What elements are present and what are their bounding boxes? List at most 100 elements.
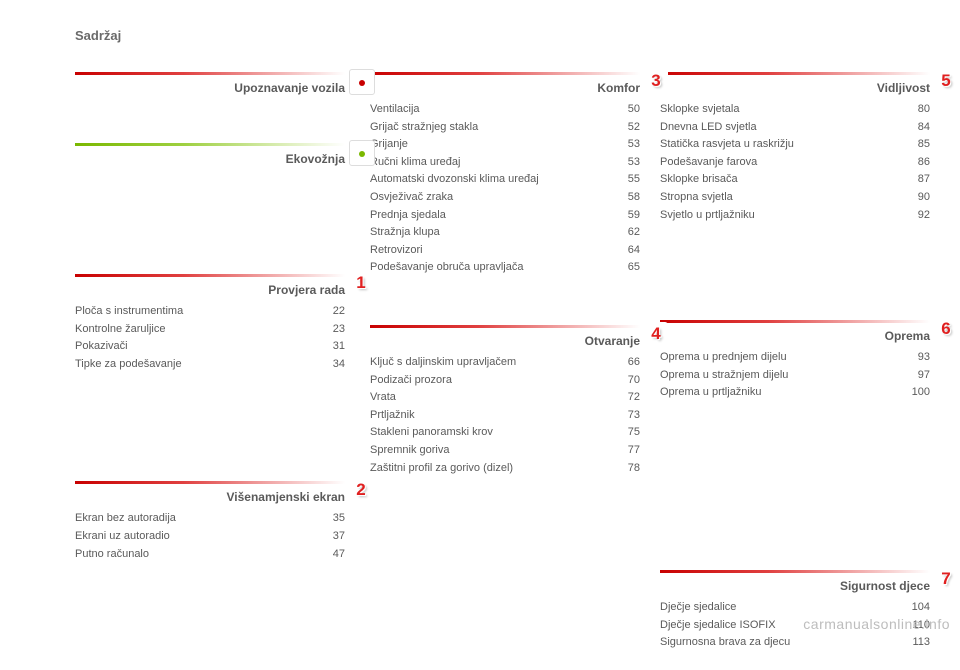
column: Vidljivost Sklopke svjetala80Dnevna LED s… xyxy=(660,72,930,670)
entry-page: 50 xyxy=(604,101,640,119)
entry-label: Ploča s instrumentima xyxy=(75,303,309,321)
toc-entry: Ploča s instrumentima22 xyxy=(75,303,345,321)
entry-page: 113 xyxy=(894,634,930,652)
toc-entry: Putno računalo47 xyxy=(75,546,345,564)
section: Upoznavanje vozila xyxy=(75,72,345,95)
entry-label: Spremnik goriva xyxy=(370,442,604,460)
toc-entry: Prtljažnik73 xyxy=(370,407,640,425)
toc-entry: Podešavanje obruča upravljača65 xyxy=(370,259,640,277)
entry-page: 64 xyxy=(604,242,640,260)
entry-list: Sklopke svjetala80Dnevna LED svjetla84St… xyxy=(660,101,930,224)
toc-entry: Ventilacija50 xyxy=(370,101,640,119)
section-title: Otvaranje xyxy=(370,334,640,348)
entry-page: 77 xyxy=(604,442,640,460)
entry-page: 62 xyxy=(604,224,640,242)
entry-list: Ploča s instrumentima22Kontrolne žarulji… xyxy=(75,303,345,373)
section-title: Vidljivost xyxy=(660,81,930,95)
toc-entry: Sigurnosna brava za djecu113 xyxy=(660,634,930,652)
entry-page: 23 xyxy=(309,321,345,339)
toc-entry: Sklopke brisača87 xyxy=(660,171,930,189)
entry-page: 75 xyxy=(604,424,640,442)
toc-entry: Ključ s daljinskim upravljačem66 xyxy=(370,354,640,372)
entry-label: Putno računalo xyxy=(75,546,309,564)
section: Sigurnost djeceDječje sjedalice104Dječje… xyxy=(660,570,930,652)
toc-entry: Dnevna LED svjetla84 xyxy=(660,119,930,137)
toc-entry: Grijanje53 xyxy=(370,136,640,154)
toc-entry: Ekran bez autoradija35 xyxy=(75,510,345,528)
toc-entry: Spremnik goriva77 xyxy=(370,442,640,460)
entry-label: Podešavanje farova xyxy=(660,154,894,172)
entry-page: 86 xyxy=(894,154,930,172)
entry-page: 37 xyxy=(309,528,345,546)
entry-page: 66 xyxy=(604,354,640,372)
entry-page: 59 xyxy=(604,207,640,225)
toc-entry: Zaštitni profil za gorivo (dizel)78 xyxy=(370,460,640,478)
section: Otvaranje Ključ s daljinskim upravljačem6… xyxy=(370,325,640,477)
entry-label: Ekrani uz autoradio xyxy=(75,528,309,546)
entry-label: Sklopke svjetala xyxy=(660,101,894,119)
entry-page: 70 xyxy=(604,372,640,390)
entry-list: Ventilacija50Grijač stražnjeg stakla52Gr… xyxy=(370,101,640,277)
toc-entry: Ekrani uz autoradio37 xyxy=(75,528,345,546)
toc-entry: Grijač stražnjeg stakla52 xyxy=(370,119,640,137)
entry-label: Ventilacija xyxy=(370,101,604,119)
toc-entry: Statička rasvjeta u raskrižju85 xyxy=(660,136,930,154)
section-rule xyxy=(370,72,640,75)
section-rule xyxy=(75,143,345,146)
toc-entry: Tipke za podešavanje34 xyxy=(75,356,345,374)
entry-page: 47 xyxy=(309,546,345,564)
toc-entry: Vrata72 xyxy=(370,389,640,407)
entry-page: 72 xyxy=(604,389,640,407)
entry-page: 22 xyxy=(309,303,345,321)
section-title: Provjera rada xyxy=(75,283,345,297)
toc-entry: Podešavanje farova86 xyxy=(660,154,930,172)
entry-page: 78 xyxy=(604,460,640,478)
section-title: Višenamjenski ekran xyxy=(75,490,345,504)
entry-label: Automatski dvozonski klima uređaj xyxy=(370,171,604,189)
entry-label: Ručni klima uređaj xyxy=(370,154,604,172)
entry-label: Stražnja klupa xyxy=(370,224,604,242)
entry-label: Podešavanje obruča upravljača xyxy=(370,259,604,277)
entry-page: 100 xyxy=(894,384,930,402)
entry-page: 87 xyxy=(894,171,930,189)
entry-label: Stropna svjetla xyxy=(660,189,894,207)
toc-entry: Oprema u prtljažniku100 xyxy=(660,384,930,402)
section: Višenamjenski ekran Ekran bez autoradija3… xyxy=(75,481,345,563)
entry-label: Osvježivač zraka xyxy=(370,189,604,207)
section-rule xyxy=(660,570,930,573)
entry-page: 85 xyxy=(894,136,930,154)
toc-entry: Prednja sjedala59 xyxy=(370,207,640,225)
toc-entry: Ručni klima uređaj53 xyxy=(370,154,640,172)
entry-list: Ključ s daljinskim upravljačem66Podizači… xyxy=(370,354,640,477)
toc-entry: Podizači prozora70 xyxy=(370,372,640,390)
entry-page: 93 xyxy=(894,349,930,367)
section-number-badge: 5 xyxy=(934,69,958,93)
section-number-badge: 6 xyxy=(934,317,958,341)
section: Provjera rada Ploča s instrumentima22Kont… xyxy=(75,274,345,373)
entry-label: Oprema u stražnjem dijelu xyxy=(660,367,894,385)
entry-page: 53 xyxy=(604,154,640,172)
toc-entry: Retrovizori64 xyxy=(370,242,640,260)
entry-page: 90 xyxy=(894,189,930,207)
section: OpremaOprema u prednjem dijelu93Oprema u… xyxy=(660,320,930,402)
dot-icon xyxy=(359,80,365,86)
entry-label: Stakleni panoramski krov xyxy=(370,424,604,442)
entry-label: Zaštitni profil za gorivo (dizel) xyxy=(370,460,604,478)
entry-page: 80 xyxy=(894,101,930,119)
entry-label: Statička rasvjeta u raskrižju xyxy=(660,136,894,154)
entry-label: Svjetlo u prtljažniku xyxy=(660,207,894,225)
section-rule xyxy=(370,325,640,328)
entry-page: 35 xyxy=(309,510,345,528)
entry-label: Sklopke brisača xyxy=(660,171,894,189)
entry-page: 92 xyxy=(894,207,930,225)
section-rule xyxy=(660,72,930,75)
toc-entry: Stropna svjetla90 xyxy=(660,189,930,207)
entry-page: 73 xyxy=(604,407,640,425)
section-title: Oprema xyxy=(660,329,930,343)
toc-entry: Kontrolne žaruljice23 xyxy=(75,321,345,339)
section-rule xyxy=(75,274,345,277)
section-rule xyxy=(75,72,345,75)
toc-entry: Svjetlo u prtljažniku92 xyxy=(660,207,930,225)
entry-page: 104 xyxy=(894,599,930,617)
entry-label: Dječje sjedalice xyxy=(660,599,894,617)
